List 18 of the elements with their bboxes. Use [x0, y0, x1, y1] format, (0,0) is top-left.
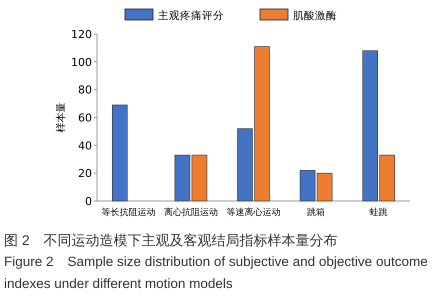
x-tick-label: 蛙跳	[370, 207, 388, 218]
y-tick-label: 80	[78, 84, 92, 97]
y-tick-label: 0	[85, 195, 92, 208]
y-tick-label: 120	[71, 28, 92, 41]
x-tick-label: 等速离心运动	[226, 207, 280, 218]
y-tick-label: 100	[71, 56, 92, 69]
y-tick-label: 60	[78, 112, 92, 124]
y-axis-title: 样本量	[55, 102, 67, 132]
x-tick-label: 跳箱	[307, 207, 326, 218]
y-tick-label: 20	[78, 167, 92, 180]
bar	[112, 104, 128, 202]
legend-label: 肌酸激酶	[293, 10, 337, 22]
caption: Figure 2 Sample size distribution of subjective and objective outcome indexes under different motion models	[4, 253, 428, 293]
caption: 图 2 不同运动造模下主观及客观结局指标样本量分布	[4, 231, 339, 250]
legend-label: 主观疼痛评分	[158, 9, 224, 22]
x-tick-label: 等长抗阻运动	[101, 207, 156, 218]
y-tick-label: 40	[78, 139, 92, 152]
x-tick-label: 离心抗阻运动	[164, 207, 218, 218]
